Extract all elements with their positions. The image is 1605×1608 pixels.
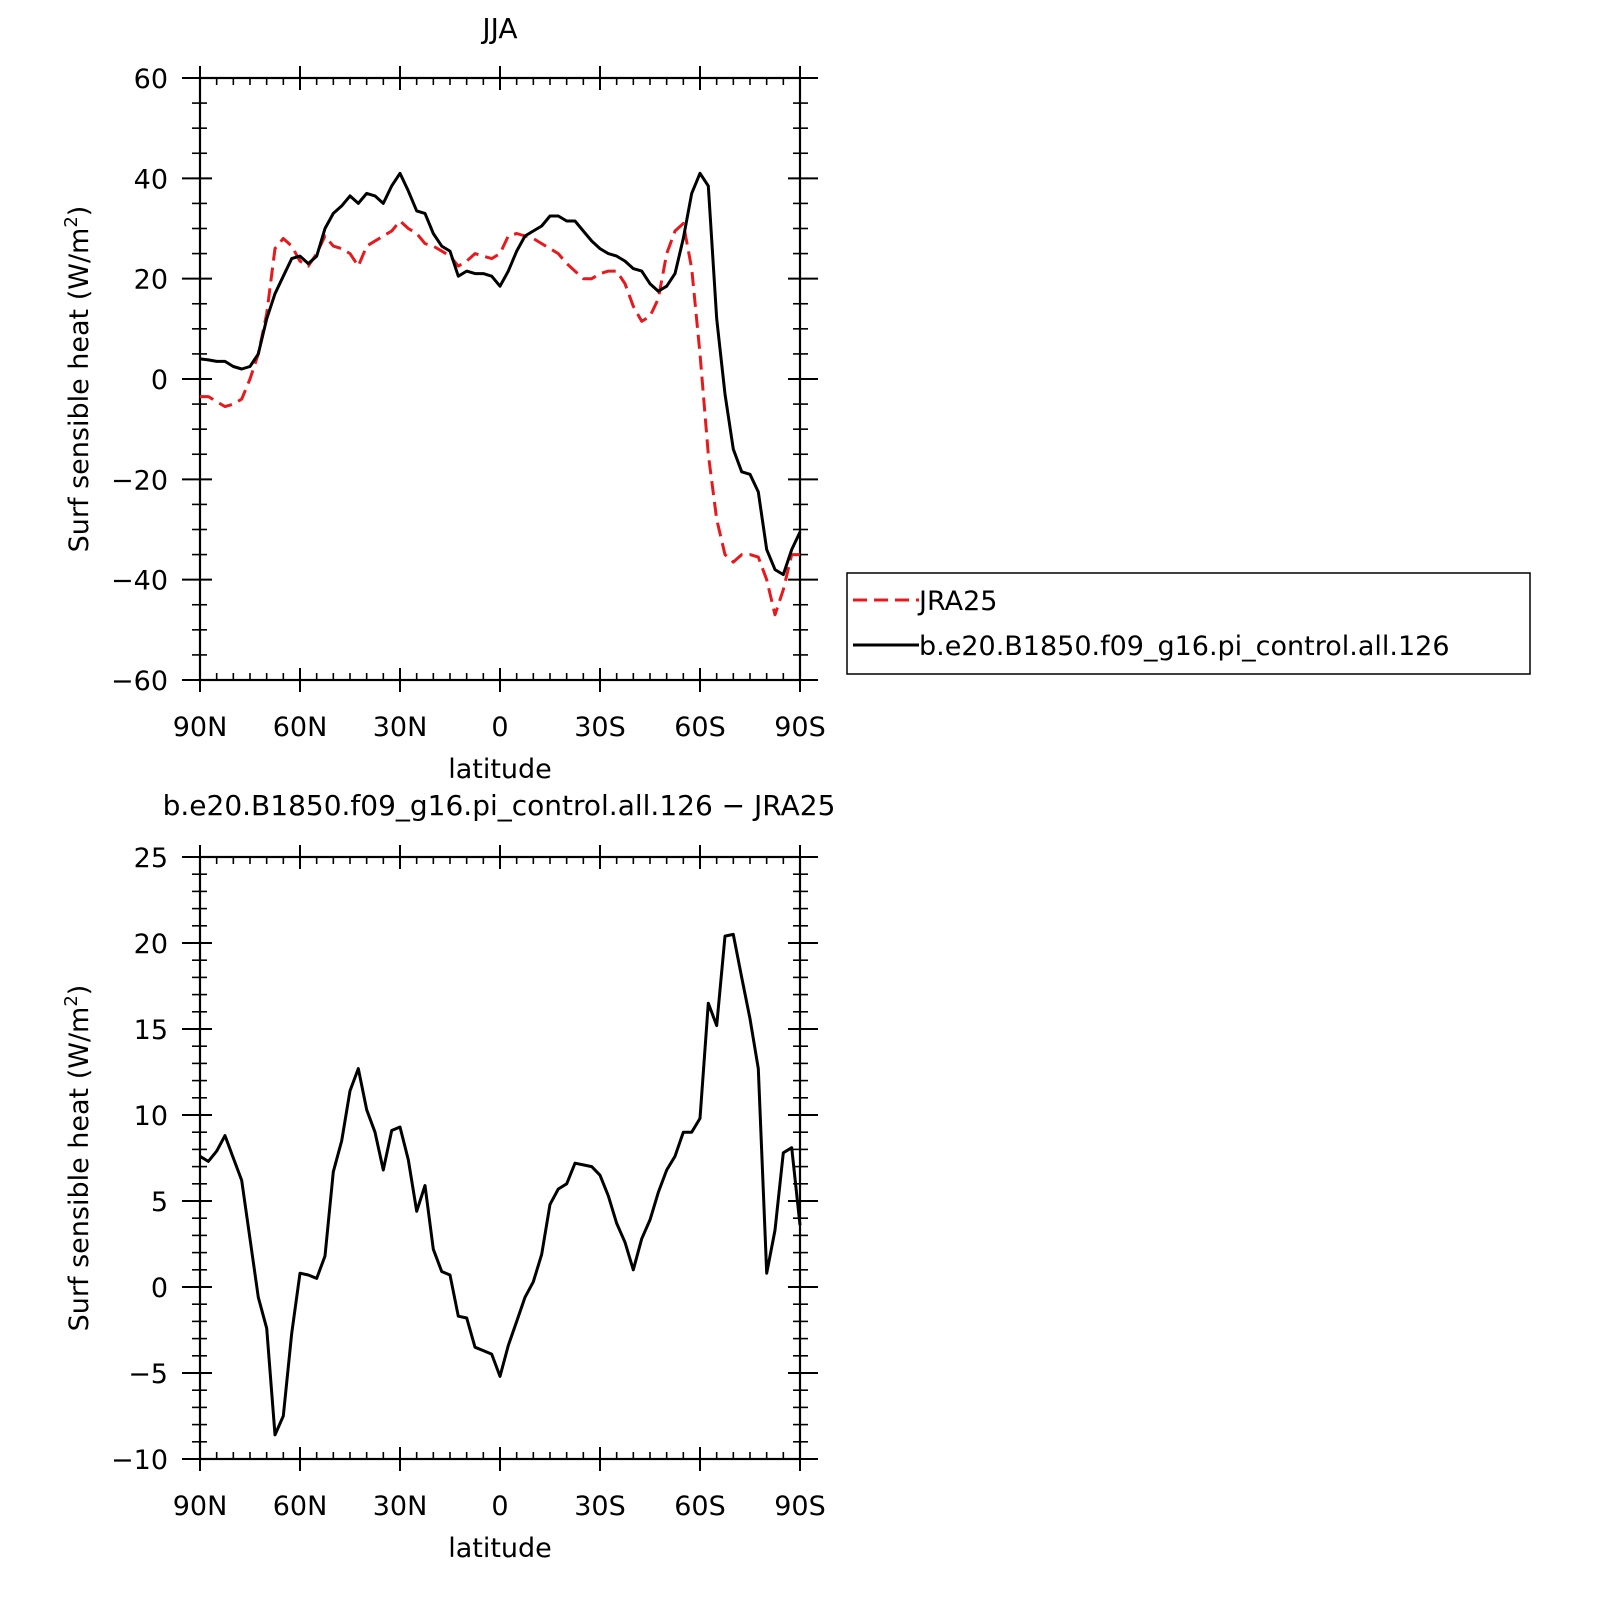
series-line-jra25 (200, 219, 800, 617)
y-tick-label: −40 (111, 566, 168, 597)
x-tick-label: 90S (774, 712, 826, 743)
x-tick-label: 90S (774, 1491, 826, 1522)
top-panel-jja: JJA 90N 60N 30N 0 30S 60S 90S 60 40 20 0 −20 −40 −60 la… (61, 12, 826, 785)
y-tick-label: 0 (151, 365, 168, 396)
chart-title: b.e20.B1850.f09_g16.pi_control.all.126 −… (163, 789, 836, 822)
x-tick-label: 0 (491, 1491, 508, 1522)
series-line-b-e20-b1850-f09-g16-pi-control-all-126 (199, 171, 802, 577)
plot-frame (198, 76, 802, 682)
x-tick-label: 0 (491, 712, 508, 743)
y-tick-label: −60 (111, 666, 168, 697)
x-tick-label: 60S (674, 1491, 726, 1522)
y-tick-label: 20 (134, 265, 168, 296)
y-axis-label: Surf sensible heat (W/m2) (61, 206, 95, 553)
y-tick-label: 25 (134, 843, 168, 874)
x-tick-label: 60N (273, 712, 328, 743)
y-tick-label: 20 (134, 929, 168, 960)
x-axis-label: latitude (448, 754, 552, 785)
y-tick-label: −10 (111, 1445, 168, 1476)
x-tick-label: 30N (373, 712, 428, 743)
plot-frame (198, 855, 802, 1461)
legend-box (846, 572, 1531, 675)
y-tick-label: 10 (134, 1101, 168, 1132)
x-tick-label: 30N (373, 1491, 428, 1522)
y-tick-label: 40 (134, 164, 168, 195)
x-tick-label: 90N (173, 1491, 228, 1522)
y-tick-label: −20 (111, 465, 168, 496)
x-tick-label: 60S (674, 712, 726, 743)
x-tick-label: 30S (574, 712, 626, 743)
difference-line (199, 932, 802, 1437)
y-tick-label: 60 (134, 64, 168, 95)
x-axis-label: latitude (448, 1533, 552, 1564)
x-tick-label: 30S (574, 1491, 626, 1522)
x-tick-label: 90N (173, 712, 228, 743)
y-tick-label: 5 (151, 1187, 168, 1218)
y-axis-label: Surf sensible heat (W/m2) (61, 985, 95, 1332)
chart-title: JJA (480, 12, 517, 45)
legend-entry-label: b.e20.B1850.f09_g16.pi_control.all.126 (919, 631, 1450, 662)
x-tick-label: 60N (273, 1491, 328, 1522)
y-tick-label: 15 (134, 1015, 168, 1046)
bottom-panel-difference: b.e20.B1850.f09_g16.pi_control.all.126 −… (61, 789, 835, 1564)
legend: JRA25 b.e20.B1850.f09_g16.pi_control.all.… (846, 572, 1531, 675)
y-tick-label: 0 (151, 1273, 168, 1304)
legend-entry-label: JRA25 (917, 586, 997, 617)
y-tick-label: −5 (128, 1359, 168, 1390)
